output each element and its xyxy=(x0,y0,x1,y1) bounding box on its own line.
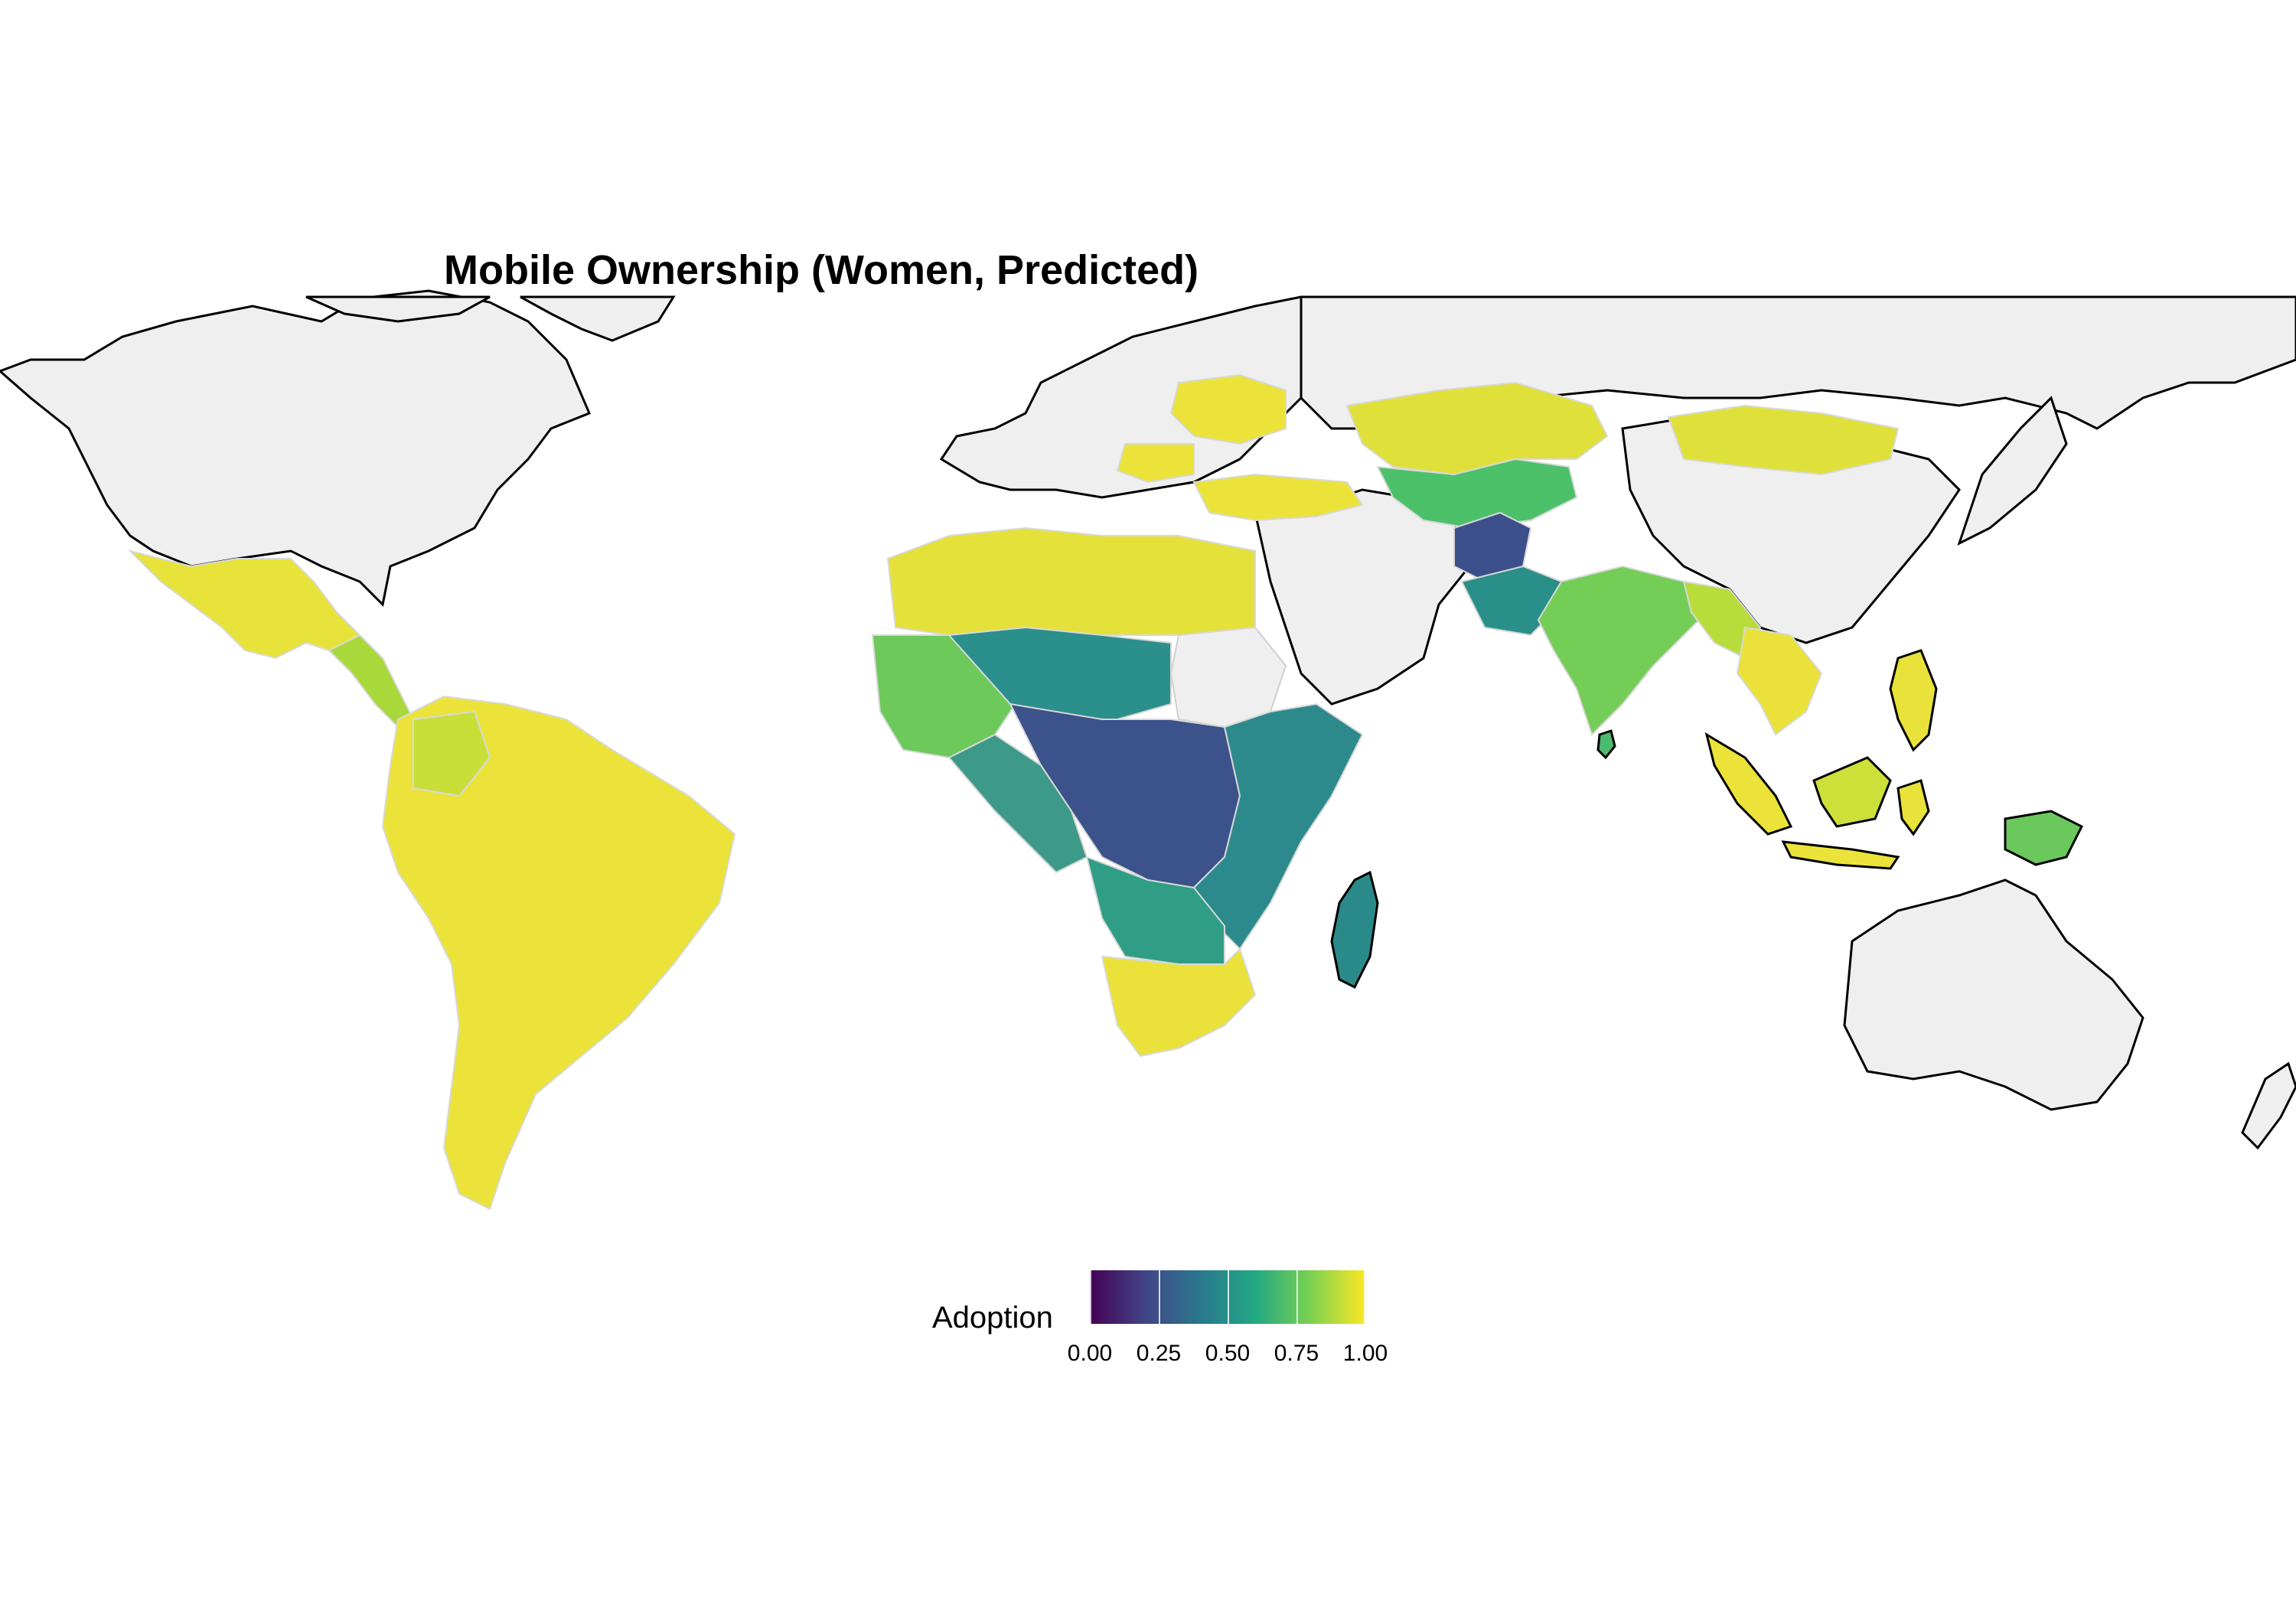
new-zealand-landmass xyxy=(2241,1061,2296,1150)
arctic-islands xyxy=(305,295,491,323)
region-romania-balkans xyxy=(1116,443,1195,484)
region-sumatra xyxy=(1704,732,1793,836)
legend-label-4: 1.00 xyxy=(1342,1341,1388,1366)
legend-label-1: 0.25 xyxy=(1136,1341,1182,1366)
region-papua-new-guinea xyxy=(2004,810,2084,866)
legend-tick-mark xyxy=(1296,1270,1298,1324)
region-colombia xyxy=(413,710,491,797)
legend-title: Adoption xyxy=(932,1301,1053,1335)
australia-landmass xyxy=(1843,878,2144,1111)
legend-label-0: 0.00 xyxy=(1067,1341,1113,1366)
legend-label-2: 0.50 xyxy=(1205,1341,1251,1366)
region-east-africa xyxy=(1192,702,1364,950)
region-kazakhstan xyxy=(1345,381,1609,476)
map-title: Mobile Ownership (Women, Predicted) xyxy=(444,247,1199,293)
region-south-america xyxy=(381,695,736,1211)
region-mongolia xyxy=(1667,404,1900,476)
legend-tick-mark xyxy=(1159,1270,1160,1324)
north-america-landmass xyxy=(0,289,591,608)
region-turkey xyxy=(1192,473,1364,522)
legend-tick-mark xyxy=(1364,1270,1365,1324)
region-sulawesi xyxy=(1896,779,1930,836)
region-philippines xyxy=(1889,649,1938,752)
region-central-asia xyxy=(1376,458,1578,530)
region-india xyxy=(1537,565,1716,736)
middle-east-landmass xyxy=(1254,488,1471,706)
region-mainland-southeast-asia xyxy=(1736,626,1823,736)
legend-tick-mark xyxy=(1090,1270,1091,1324)
region-ukraine xyxy=(1169,373,1287,445)
japan-landmass xyxy=(1957,396,2068,546)
legend-tick-mark xyxy=(1228,1270,1229,1324)
data-regions xyxy=(127,373,2084,1211)
region-borneo xyxy=(1812,756,1892,828)
legend-label-3: 0.75 xyxy=(1274,1341,1319,1366)
region-madagascar xyxy=(1330,870,1379,989)
region-north-africa xyxy=(886,526,1256,637)
region-southern-africa xyxy=(1101,947,1257,1058)
region-sri-lanka xyxy=(1596,729,1616,760)
region-java xyxy=(1781,840,1900,870)
greenland-landmass xyxy=(520,295,676,342)
